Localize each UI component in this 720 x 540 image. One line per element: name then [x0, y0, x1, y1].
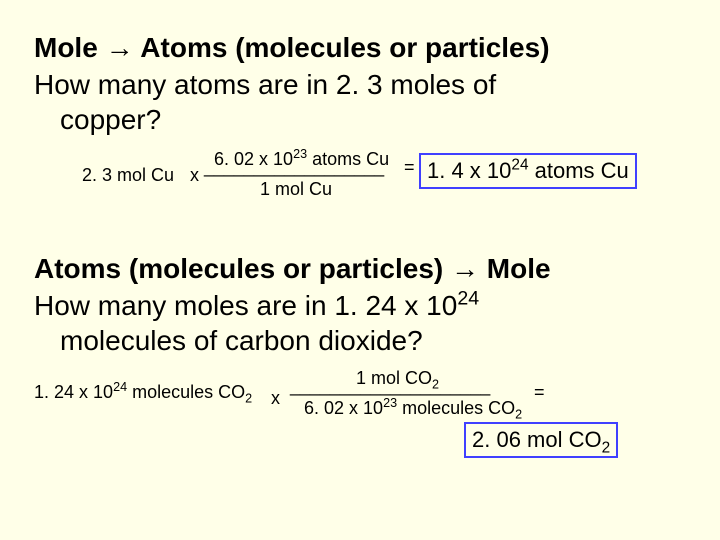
s2-given: 1. 24 x 1024 molecules CO2 — [34, 382, 252, 403]
s1-frac-line: __________________ — [204, 157, 384, 178]
heading1-before: Mole — [34, 32, 106, 63]
s2-frac-line: ____________________ — [290, 376, 490, 397]
heading1-after: Atoms (molecules or particles) — [134, 32, 550, 63]
s1-given: 2. 3 mol Cu — [82, 165, 174, 186]
heading2-after: Mole — [479, 253, 551, 284]
s1-eq: = — [404, 157, 415, 178]
s2-times: x — [271, 388, 280, 409]
section2-heading: Atoms (molecules or particles) → Mole — [34, 251, 686, 286]
arrow-icon: → — [451, 253, 479, 284]
s1-frac-bot: 1 mol Cu — [260, 179, 332, 200]
section1-question-l1: How many atoms are in 2. 3 moles of — [34, 67, 686, 102]
s1-times: x — [190, 165, 199, 186]
arrow-icon: → — [106, 32, 134, 63]
s2-eq: = — [534, 382, 545, 403]
section2-question-l2: molecules of carbon dioxide? — [34, 323, 686, 358]
s1-answer-box: 1. 4 x 1024 atoms Cu — [419, 153, 637, 189]
heading2-before: Atoms (molecules or particles) — [34, 253, 451, 284]
section2-calc-row: 1. 24 x 1024 molecules CO2 x 1 mol CO2 _… — [34, 366, 686, 456]
section1-calc-row: 2. 3 mol Cu x 6. 02 x 1023 atoms Cu ____… — [34, 147, 686, 227]
s2-answer-box: 2. 06 mol CO2 — [464, 422, 618, 458]
section1-heading: Mole → Atoms (molecules or particles) — [34, 30, 686, 65]
section1-question-l2: copper? — [34, 102, 686, 137]
section2-question-l1: How many moles are in 1. 24 x 1024 — [34, 288, 686, 323]
s2-frac-bot: 6. 02 x 1023 molecules CO2 — [304, 398, 522, 419]
